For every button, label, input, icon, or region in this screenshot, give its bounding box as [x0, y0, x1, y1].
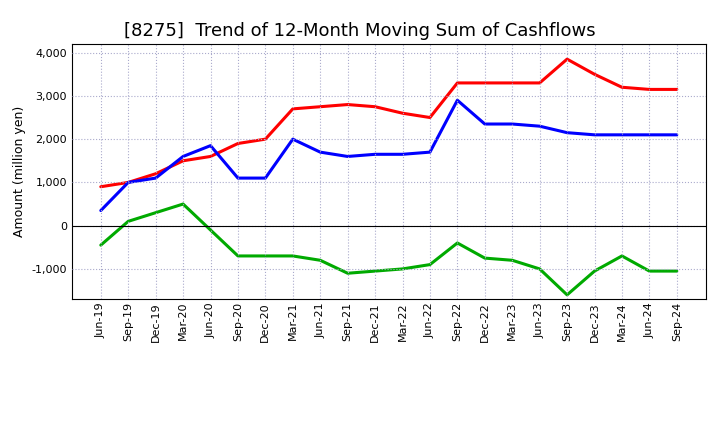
Operating Cashflow [206, 154, 215, 159]
Free Cashflow [124, 180, 132, 185]
Line: Free Cashflow: Free Cashflow [101, 100, 677, 210]
Operating Cashflow [371, 104, 379, 110]
Operating Cashflow [590, 72, 599, 77]
Free Cashflow [398, 152, 407, 157]
Free Cashflow [96, 208, 105, 213]
Free Cashflow [453, 98, 462, 103]
Investing Cashflow [590, 268, 599, 274]
Investing Cashflow [453, 240, 462, 246]
Free Cashflow [590, 132, 599, 137]
Investing Cashflow [480, 256, 489, 261]
Free Cashflow [343, 154, 352, 159]
Line: Operating Cashflow: Operating Cashflow [101, 59, 677, 187]
Free Cashflow [645, 132, 654, 137]
Investing Cashflow [343, 271, 352, 276]
Investing Cashflow [124, 219, 132, 224]
Y-axis label: Amount (million yen): Amount (million yen) [13, 106, 26, 237]
Free Cashflow [563, 130, 572, 136]
Free Cashflow [206, 143, 215, 148]
Free Cashflow [289, 136, 297, 142]
Operating Cashflow [179, 158, 187, 163]
Investing Cashflow [398, 266, 407, 271]
Operating Cashflow [233, 141, 242, 146]
Investing Cashflow [426, 262, 434, 267]
Investing Cashflow [508, 258, 516, 263]
Operating Cashflow [672, 87, 681, 92]
Operating Cashflow [124, 180, 132, 185]
Operating Cashflow [426, 115, 434, 120]
Free Cashflow [316, 150, 325, 155]
Operating Cashflow [645, 87, 654, 92]
Text: [8275]  Trend of 12-Month Moving Sum of Cashflows: [8275] Trend of 12-Month Moving Sum of C… [124, 22, 596, 40]
Investing Cashflow [151, 210, 160, 215]
Investing Cashflow [96, 242, 105, 248]
Investing Cashflow [233, 253, 242, 259]
Investing Cashflow [645, 268, 654, 274]
Investing Cashflow [536, 266, 544, 271]
Free Cashflow [261, 176, 270, 181]
Operating Cashflow [618, 84, 626, 90]
Operating Cashflow [480, 80, 489, 85]
Investing Cashflow [179, 202, 187, 207]
Investing Cashflow [371, 268, 379, 274]
Investing Cashflow [672, 268, 681, 274]
Operating Cashflow [563, 56, 572, 62]
Free Cashflow [618, 132, 626, 137]
Operating Cashflow [398, 110, 407, 116]
Investing Cashflow [289, 253, 297, 259]
Free Cashflow [233, 176, 242, 181]
Operating Cashflow [536, 80, 544, 85]
Free Cashflow [508, 121, 516, 127]
Operating Cashflow [453, 80, 462, 85]
Free Cashflow [371, 152, 379, 157]
Operating Cashflow [343, 102, 352, 107]
Operating Cashflow [316, 104, 325, 110]
Operating Cashflow [261, 136, 270, 142]
Investing Cashflow [618, 253, 626, 259]
Operating Cashflow [508, 80, 516, 85]
Operating Cashflow [289, 106, 297, 111]
Free Cashflow [480, 121, 489, 127]
Operating Cashflow [151, 171, 160, 176]
Free Cashflow [151, 176, 160, 181]
Operating Cashflow [96, 184, 105, 189]
Investing Cashflow [206, 227, 215, 233]
Free Cashflow [179, 154, 187, 159]
Investing Cashflow [261, 253, 270, 259]
Investing Cashflow [316, 258, 325, 263]
Free Cashflow [536, 124, 544, 129]
Free Cashflow [672, 132, 681, 137]
Line: Investing Cashflow: Investing Cashflow [101, 204, 677, 295]
Free Cashflow [426, 150, 434, 155]
Investing Cashflow [563, 292, 572, 297]
